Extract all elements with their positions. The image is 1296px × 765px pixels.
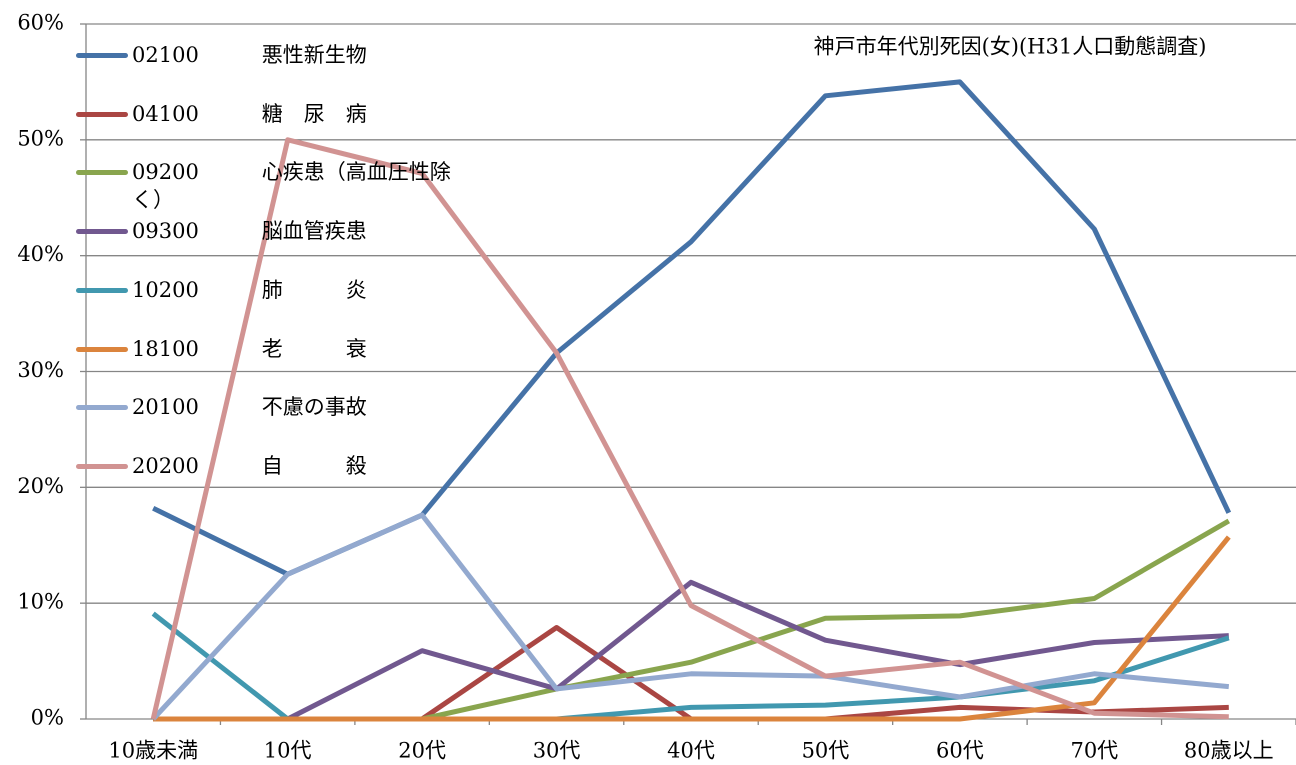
legend-entry: 09300 脳血管疾患 [76, 217, 477, 245]
legend-entry: 09200 心疾患（高血圧性除く） [76, 158, 477, 214]
legend-label: 02100 悪性新生物 [132, 43, 367, 67]
x-tick-label: 10歳未満 [108, 739, 198, 763]
legend-entry: 02100 悪性新生物 [76, 41, 477, 69]
legend-swatch [76, 229, 128, 235]
legend-swatch [76, 53, 128, 58]
chart-title: 神戸市年代別死因(女)(H31人口動態調査) [814, 35, 1207, 59]
x-tick-label: 40代 [667, 739, 715, 763]
series-line [153, 535, 1231, 722]
legend-entry: 20100 不慮の事故 [76, 393, 477, 421]
y-tick-label: 60% [17, 11, 64, 35]
x-tick-label: 10代 [264, 739, 312, 763]
legend-swatch [76, 170, 128, 176]
legend-swatch [76, 405, 128, 411]
y-tick-label: 0% [31, 706, 64, 730]
legend-entry: 10200 肺 炎 [76, 276, 477, 304]
y-tick-label: 40% [17, 242, 64, 266]
legend-entry: 20200 自 殺 [76, 452, 477, 480]
series-line [150, 137, 1229, 720]
legend-label: 18100 老 衰 [132, 336, 367, 361]
legend-swatch [76, 111, 128, 117]
legend-label: 09200 心疾患（高血圧性除く） [132, 160, 451, 213]
x-tick-label: 70代 [1070, 739, 1118, 763]
y-tick-label: 50% [17, 126, 64, 150]
series-line [151, 512, 1230, 721]
x-tick-label: 50代 [802, 739, 850, 763]
legend-label: 09300 脳血管疾患 [132, 219, 367, 244]
series-line [153, 518, 1231, 722]
x-tick-label: 80歳以上 [1184, 739, 1274, 763]
series-line [153, 579, 1229, 722]
legend-label: 20200 自 殺 [132, 453, 367, 478]
legend-entry: 04100 糖 尿 病 [76, 100, 477, 128]
legend-swatch [76, 287, 128, 293]
legend-entry: 18100 老 衰 [76, 335, 477, 363]
legend-swatch [76, 463, 128, 469]
x-tick-label: 20代 [398, 739, 446, 763]
legend-label: 04100 糖 尿 病 [132, 101, 367, 126]
y-tick-label: 30% [17, 358, 64, 382]
x-tick-label: 60代 [936, 739, 984, 763]
x-tick-label: 30代 [533, 739, 581, 763]
legend-swatch [76, 346, 128, 352]
legend-label: 20100 不慮の事故 [132, 395, 367, 420]
y-tick-label: 20% [17, 474, 64, 498]
series-line [152, 79, 1232, 577]
y-tick-label: 10% [17, 590, 64, 614]
legend-label: 10200 肺 炎 [132, 277, 367, 302]
